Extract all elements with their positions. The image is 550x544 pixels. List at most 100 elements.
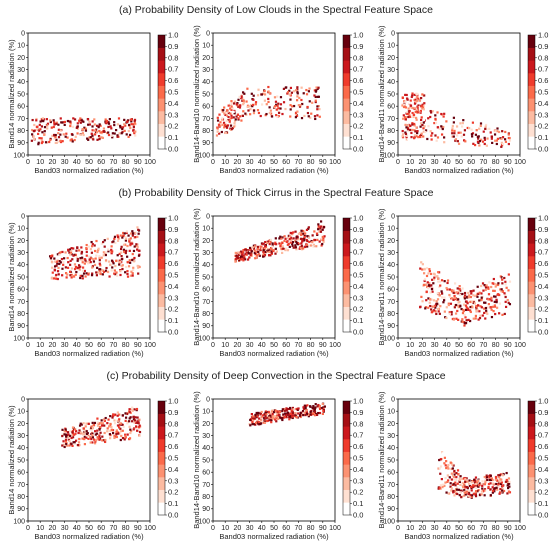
colorbar-tick-label: 0.2 — [353, 488, 363, 497]
scatter-point — [407, 137, 410, 140]
scatter-point — [301, 240, 304, 243]
scatter-point — [108, 433, 112, 436]
scatter-point — [274, 252, 277, 255]
scatter-point — [307, 415, 310, 418]
scatter-point — [465, 300, 468, 303]
scatter-point — [424, 306, 427, 309]
scatter-point — [235, 115, 238, 118]
colorbar-segment — [528, 502, 535, 516]
colorbar: 1.00.90.80.70.60.50.40.30.20.10.0 — [527, 397, 548, 520]
scatter-point — [31, 128, 34, 132]
row-title-c: (c) Probability Density of Deep Convecti… — [106, 370, 445, 382]
scatter-points — [215, 85, 321, 137]
scatter-point — [407, 115, 410, 119]
scatter-point — [78, 443, 81, 447]
scatter-point — [448, 295, 452, 298]
scatter-point — [456, 134, 459, 137]
scatter-point — [110, 252, 113, 255]
scatter-point — [226, 109, 229, 112]
scatter-point — [87, 273, 90, 276]
scatter-point — [289, 416, 292, 419]
scatter-point — [53, 257, 56, 260]
scatter-point — [132, 123, 135, 126]
scatter-point — [61, 444, 64, 447]
scatter-point — [50, 126, 53, 129]
scatter-point — [123, 438, 126, 441]
scatter-point — [440, 112, 443, 116]
colorbar-tick-label: 0.2 — [168, 122, 178, 131]
scatter-point — [63, 433, 66, 436]
scatter-point — [269, 416, 272, 419]
scatter-point — [307, 236, 311, 239]
scatter-point — [119, 273, 122, 277]
scatter-point — [479, 122, 483, 125]
scatter-point — [257, 411, 260, 415]
scatter-point — [55, 121, 59, 124]
scatter-point — [480, 298, 483, 301]
scatter-point — [96, 417, 99, 420]
colorbar: 1.00.90.80.70.60.50.40.30.20.10.0 — [342, 214, 363, 337]
scatter-point — [323, 235, 326, 238]
scatter-point — [298, 96, 301, 100]
scatter-point — [80, 118, 83, 121]
scatter-point — [280, 247, 283, 251]
scatter-point — [316, 87, 319, 90]
scatter-point — [416, 130, 419, 133]
scatter-point — [285, 240, 288, 244]
scatter-point — [93, 244, 96, 247]
scatter-point — [136, 246, 139, 249]
scatter-point — [478, 139, 482, 143]
y-tick-label: 70 — [387, 116, 395, 123]
scatter-point — [107, 131, 110, 134]
scatter-point — [447, 463, 450, 467]
scatter-point — [413, 98, 416, 102]
scatter-point — [240, 250, 243, 253]
scatter-point — [507, 289, 510, 292]
scatter-point — [69, 122, 72, 125]
scatter-point — [278, 111, 281, 114]
scatter-point — [447, 479, 450, 482]
colorbar-segment — [528, 218, 535, 231]
scatter-point — [294, 413, 297, 416]
scatter-point — [110, 425, 113, 429]
scatter-point — [70, 247, 73, 250]
scatter-point — [322, 225, 326, 229]
x-tick-label: 40 — [258, 159, 266, 166]
scatter-point — [252, 94, 255, 97]
scatter-point — [85, 243, 88, 247]
scatter-point — [123, 123, 126, 126]
scatter-point — [409, 115, 412, 118]
scatter-point — [478, 310, 481, 313]
scatter-point — [234, 251, 237, 254]
scatter-point — [91, 129, 94, 132]
scatter-point — [452, 489, 455, 493]
y-tick-label: 70 — [17, 116, 25, 123]
scatter-point — [83, 262, 86, 265]
scatter-point — [507, 133, 510, 136]
scatter-point — [507, 477, 511, 480]
scatter-point — [91, 436, 94, 439]
scatter-point — [321, 235, 324, 239]
scatter-point — [82, 422, 85, 425]
y-tick-label: 40 — [17, 79, 25, 86]
scatter-point — [249, 418, 252, 422]
scatter-point — [253, 417, 256, 420]
scatter-point — [421, 126, 424, 129]
x-tick-label: 100 — [144, 342, 156, 349]
scatter-point — [445, 460, 448, 463]
scatter-point — [464, 316, 467, 319]
scatter-point — [60, 257, 64, 261]
colorbar-segment — [158, 464, 165, 478]
scatter-point — [322, 240, 325, 243]
y-tick-label: 90 — [202, 140, 210, 147]
scatter-point — [274, 418, 277, 421]
scatter-point — [403, 116, 407, 119]
x-tick-label: 0 — [396, 525, 400, 532]
scatter-point — [435, 275, 439, 278]
scatter-point — [106, 237, 109, 240]
scatter-point — [435, 139, 438, 142]
scatter-point — [108, 429, 111, 433]
scatter-point — [50, 276, 54, 279]
scatter-point — [308, 100, 311, 103]
scatter-point — [470, 305, 474, 308]
